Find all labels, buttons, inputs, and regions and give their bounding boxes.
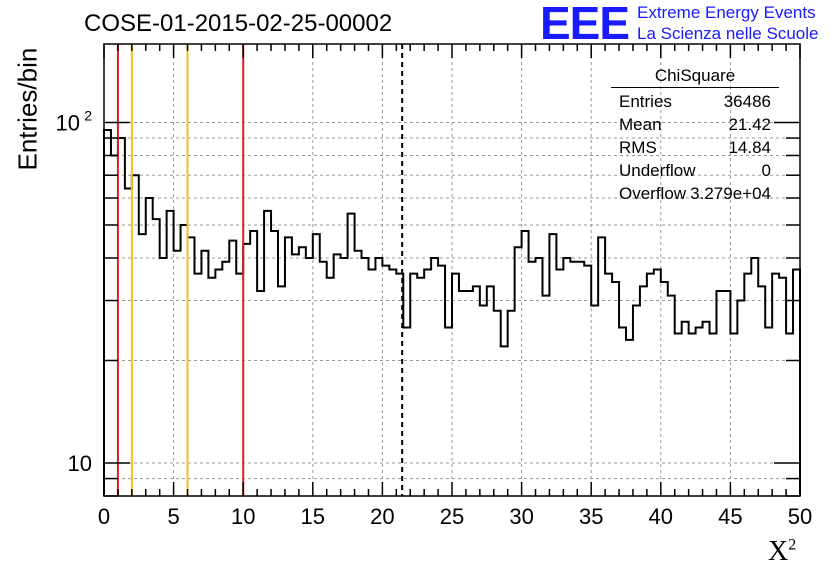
chart-title: COSE-01-2015-02-25-00002: [84, 10, 393, 37]
stats-row-underflow: Underflow 0: [611, 159, 779, 182]
logo-line-2: La Scienza nelle Scuole: [637, 24, 819, 43]
stats-value: 36486: [723, 92, 771, 111]
stats-value: 21.42: [728, 115, 771, 134]
stats-value: 3.279e+04: [690, 184, 771, 203]
x-tick-label: 30: [509, 504, 533, 529]
stats-value: 14.84: [728, 138, 771, 157]
x-tick-label: 50: [788, 504, 812, 529]
stats-value: 0: [761, 161, 771, 180]
x-tick-label: 15: [301, 504, 325, 529]
stats-box: ChiSquare Entries 36486 Mean 21.42 RMS 14.8…: [611, 66, 779, 205]
histogram-series: [103, 129, 801, 496]
x-tick-label: 25: [440, 504, 464, 529]
x-tick-label: 40: [649, 504, 673, 529]
y-tick-label: 10: [68, 451, 92, 476]
x-tick-label: 10: [231, 504, 255, 529]
x-tick-label: 5: [167, 504, 179, 529]
stats-key: Underflow: [619, 161, 696, 180]
stats-row-mean: Mean 21.42: [611, 113, 779, 136]
stats-row-rms: RMS 14.84: [611, 136, 779, 159]
y-axis-label: Entries/bin: [12, 47, 43, 171]
stats-key: Mean: [619, 115, 662, 134]
stats-key: Entries: [619, 92, 672, 111]
x-axis-label-base: X: [768, 536, 789, 567]
x-tick-label: 35: [579, 504, 603, 529]
axis-ticks: [103, 44, 801, 497]
y-tick-label: 10: [56, 110, 80, 135]
x-tick-label: 0: [98, 504, 110, 529]
stats-key: Overflow: [619, 184, 687, 203]
logo-line-1: Extreme Energy Events: [637, 3, 816, 22]
x-tick-label: 20: [370, 504, 394, 529]
x-tick-label: 45: [718, 504, 742, 529]
y-tick-label-sup: 2: [84, 107, 92, 123]
reference-lines: [116, 44, 404, 496]
x-axis-label: X2: [768, 536, 796, 568]
stats-key: RMS: [619, 138, 657, 157]
x-axis-label-sup: 2: [788, 536, 797, 554]
stats-row-overflow: Overflow 3.279e+04: [611, 182, 779, 205]
stats-title: ChiSquare: [611, 66, 779, 88]
stats-row-entries: Entries 36486: [611, 90, 779, 113]
eee-logo: EEE: [540, 0, 630, 49]
histogram-line: [103, 129, 801, 496]
